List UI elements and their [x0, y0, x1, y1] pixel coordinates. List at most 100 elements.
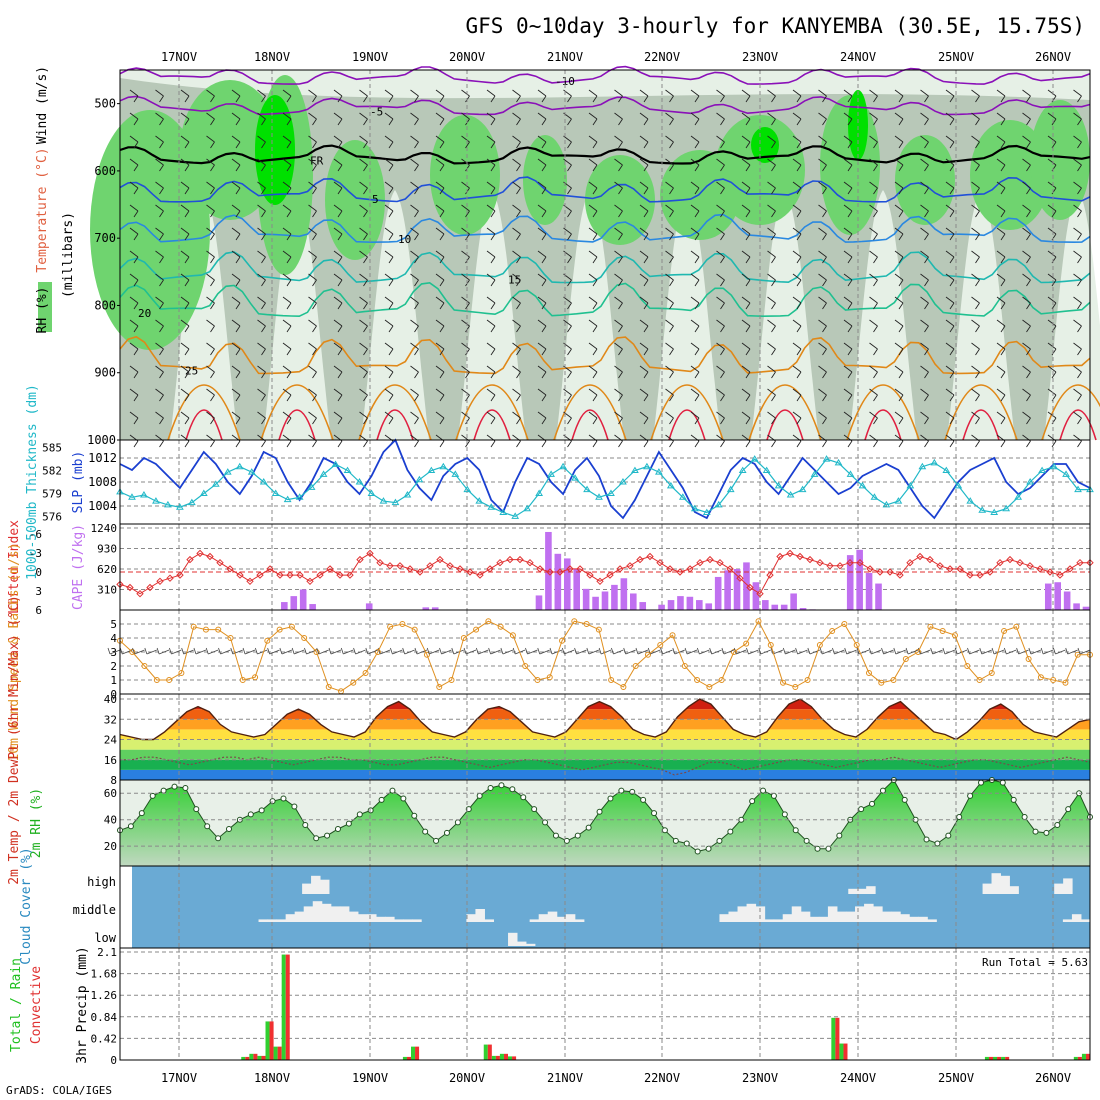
rh-point [661, 827, 668, 834]
wind-barb [512, 204, 521, 218]
wind-barb [869, 204, 878, 218]
wind-barb [920, 135, 929, 149]
thickness-point [140, 491, 148, 498]
wind-barb [257, 181, 266, 195]
wind-barb [1022, 365, 1031, 379]
precip-conv-bar [487, 1044, 492, 1060]
cloud-panel: high middle low Cloud Cover (%) [19, 847, 1091, 965]
thickness-point [774, 481, 783, 489]
wind-barb [155, 250, 164, 264]
wind-barb [920, 204, 929, 218]
wind-barb [767, 388, 776, 402]
cloud-block [267, 919, 278, 922]
wind-barb [716, 365, 725, 379]
wind-barb [282, 204, 292, 218]
wind-barb [894, 250, 904, 264]
wind-barb [231, 181, 241, 195]
wind-barb [512, 135, 521, 149]
cloud-block [394, 919, 404, 922]
wind-barb [359, 273, 368, 287]
wind-barb [588, 227, 598, 241]
wind-barb [665, 158, 674, 172]
cape-bar [724, 570, 731, 610]
wind-barb [920, 388, 929, 402]
wind-barb [231, 135, 241, 149]
wind-barb [741, 204, 751, 218]
rh-dry-plume [458, 190, 526, 440]
bottom-date-axis: 17NOV 18NOV 19NOV 20NOV 21NOV 22NOV 23NOV 24NOV… [161, 1071, 1071, 1085]
wind-barb [869, 135, 878, 149]
rh-dry-plume [556, 190, 624, 440]
wind-barb [639, 388, 649, 402]
surface-barb [721, 647, 735, 655]
rh-point [542, 819, 549, 826]
wind-barb [1022, 388, 1031, 402]
wind-barb [996, 296, 1006, 310]
wind-barb [869, 365, 878, 379]
thickness-point [930, 458, 939, 466]
chart-title: GFS 0~10day 3-hourly for KANYEMBA (30.5E… [465, 14, 1085, 38]
wind-barb [614, 388, 623, 402]
surface-barb [635, 647, 649, 655]
rh-point [607, 795, 614, 802]
rh-point [825, 845, 832, 852]
wind-barb [767, 204, 776, 218]
wind-barb [869, 273, 878, 287]
wind-barb [869, 411, 878, 425]
hot-contour [668, 409, 706, 441]
wind-barb [665, 342, 674, 356]
wind-barb [308, 296, 317, 310]
precip-total-bar [249, 1053, 254, 1060]
cloud-block [574, 919, 585, 922]
bottom-date-label: 20NOV [449, 1071, 485, 1085]
wind-barb [588, 388, 598, 402]
surface-barb [267, 647, 280, 655]
wind-barb [129, 89, 139, 103]
wind-barb [614, 250, 623, 264]
wind-barb [971, 411, 980, 425]
rh-point [618, 787, 625, 794]
wind-barb [206, 112, 215, 126]
surface-barb [893, 647, 906, 655]
lifted-point [846, 558, 854, 567]
cloud-block [285, 914, 296, 922]
wind-barb [690, 342, 700, 356]
wind-barb [231, 112, 241, 126]
thickness-point [666, 481, 675, 489]
wind-barb [920, 365, 929, 379]
rh-point [324, 832, 331, 839]
wind-barb [333, 181, 343, 195]
thickness-point [523, 504, 532, 512]
surface-barb [1028, 647, 1042, 655]
temp-tick: 24 [104, 734, 118, 747]
wind-barb [716, 204, 725, 218]
temp-band [120, 739, 1090, 750]
lifted-point [576, 565, 584, 573]
surface-barb [537, 647, 550, 655]
wind-barb [996, 273, 1006, 287]
pressure-tick: 800 [94, 298, 116, 312]
contour-label: 10 [398, 233, 411, 246]
precip-total-bar [839, 1043, 844, 1060]
wind-barb [155, 89, 164, 103]
wind-barb [512, 365, 521, 379]
rh-point [411, 812, 418, 819]
humidity-panel: 20 40 60 2m RH (%) [29, 777, 1093, 867]
wind-barb [792, 227, 802, 241]
wind-barb [690, 388, 700, 402]
wind-barb [869, 112, 878, 126]
wind-barb [869, 296, 878, 310]
hot-contour [864, 409, 902, 441]
wind-barb [639, 204, 649, 218]
thickness-tick: 585 [42, 442, 62, 455]
wind-barb [767, 158, 776, 172]
wind-barb [588, 250, 598, 264]
surface-barb [254, 647, 268, 655]
lifted-point [286, 571, 294, 579]
wind-barb [996, 204, 1006, 218]
wind-barb [384, 181, 394, 195]
wind-barb [716, 158, 725, 172]
wind-barb [741, 296, 751, 310]
cape-bar [582, 588, 590, 610]
temperature-contour [119, 144, 1091, 165]
